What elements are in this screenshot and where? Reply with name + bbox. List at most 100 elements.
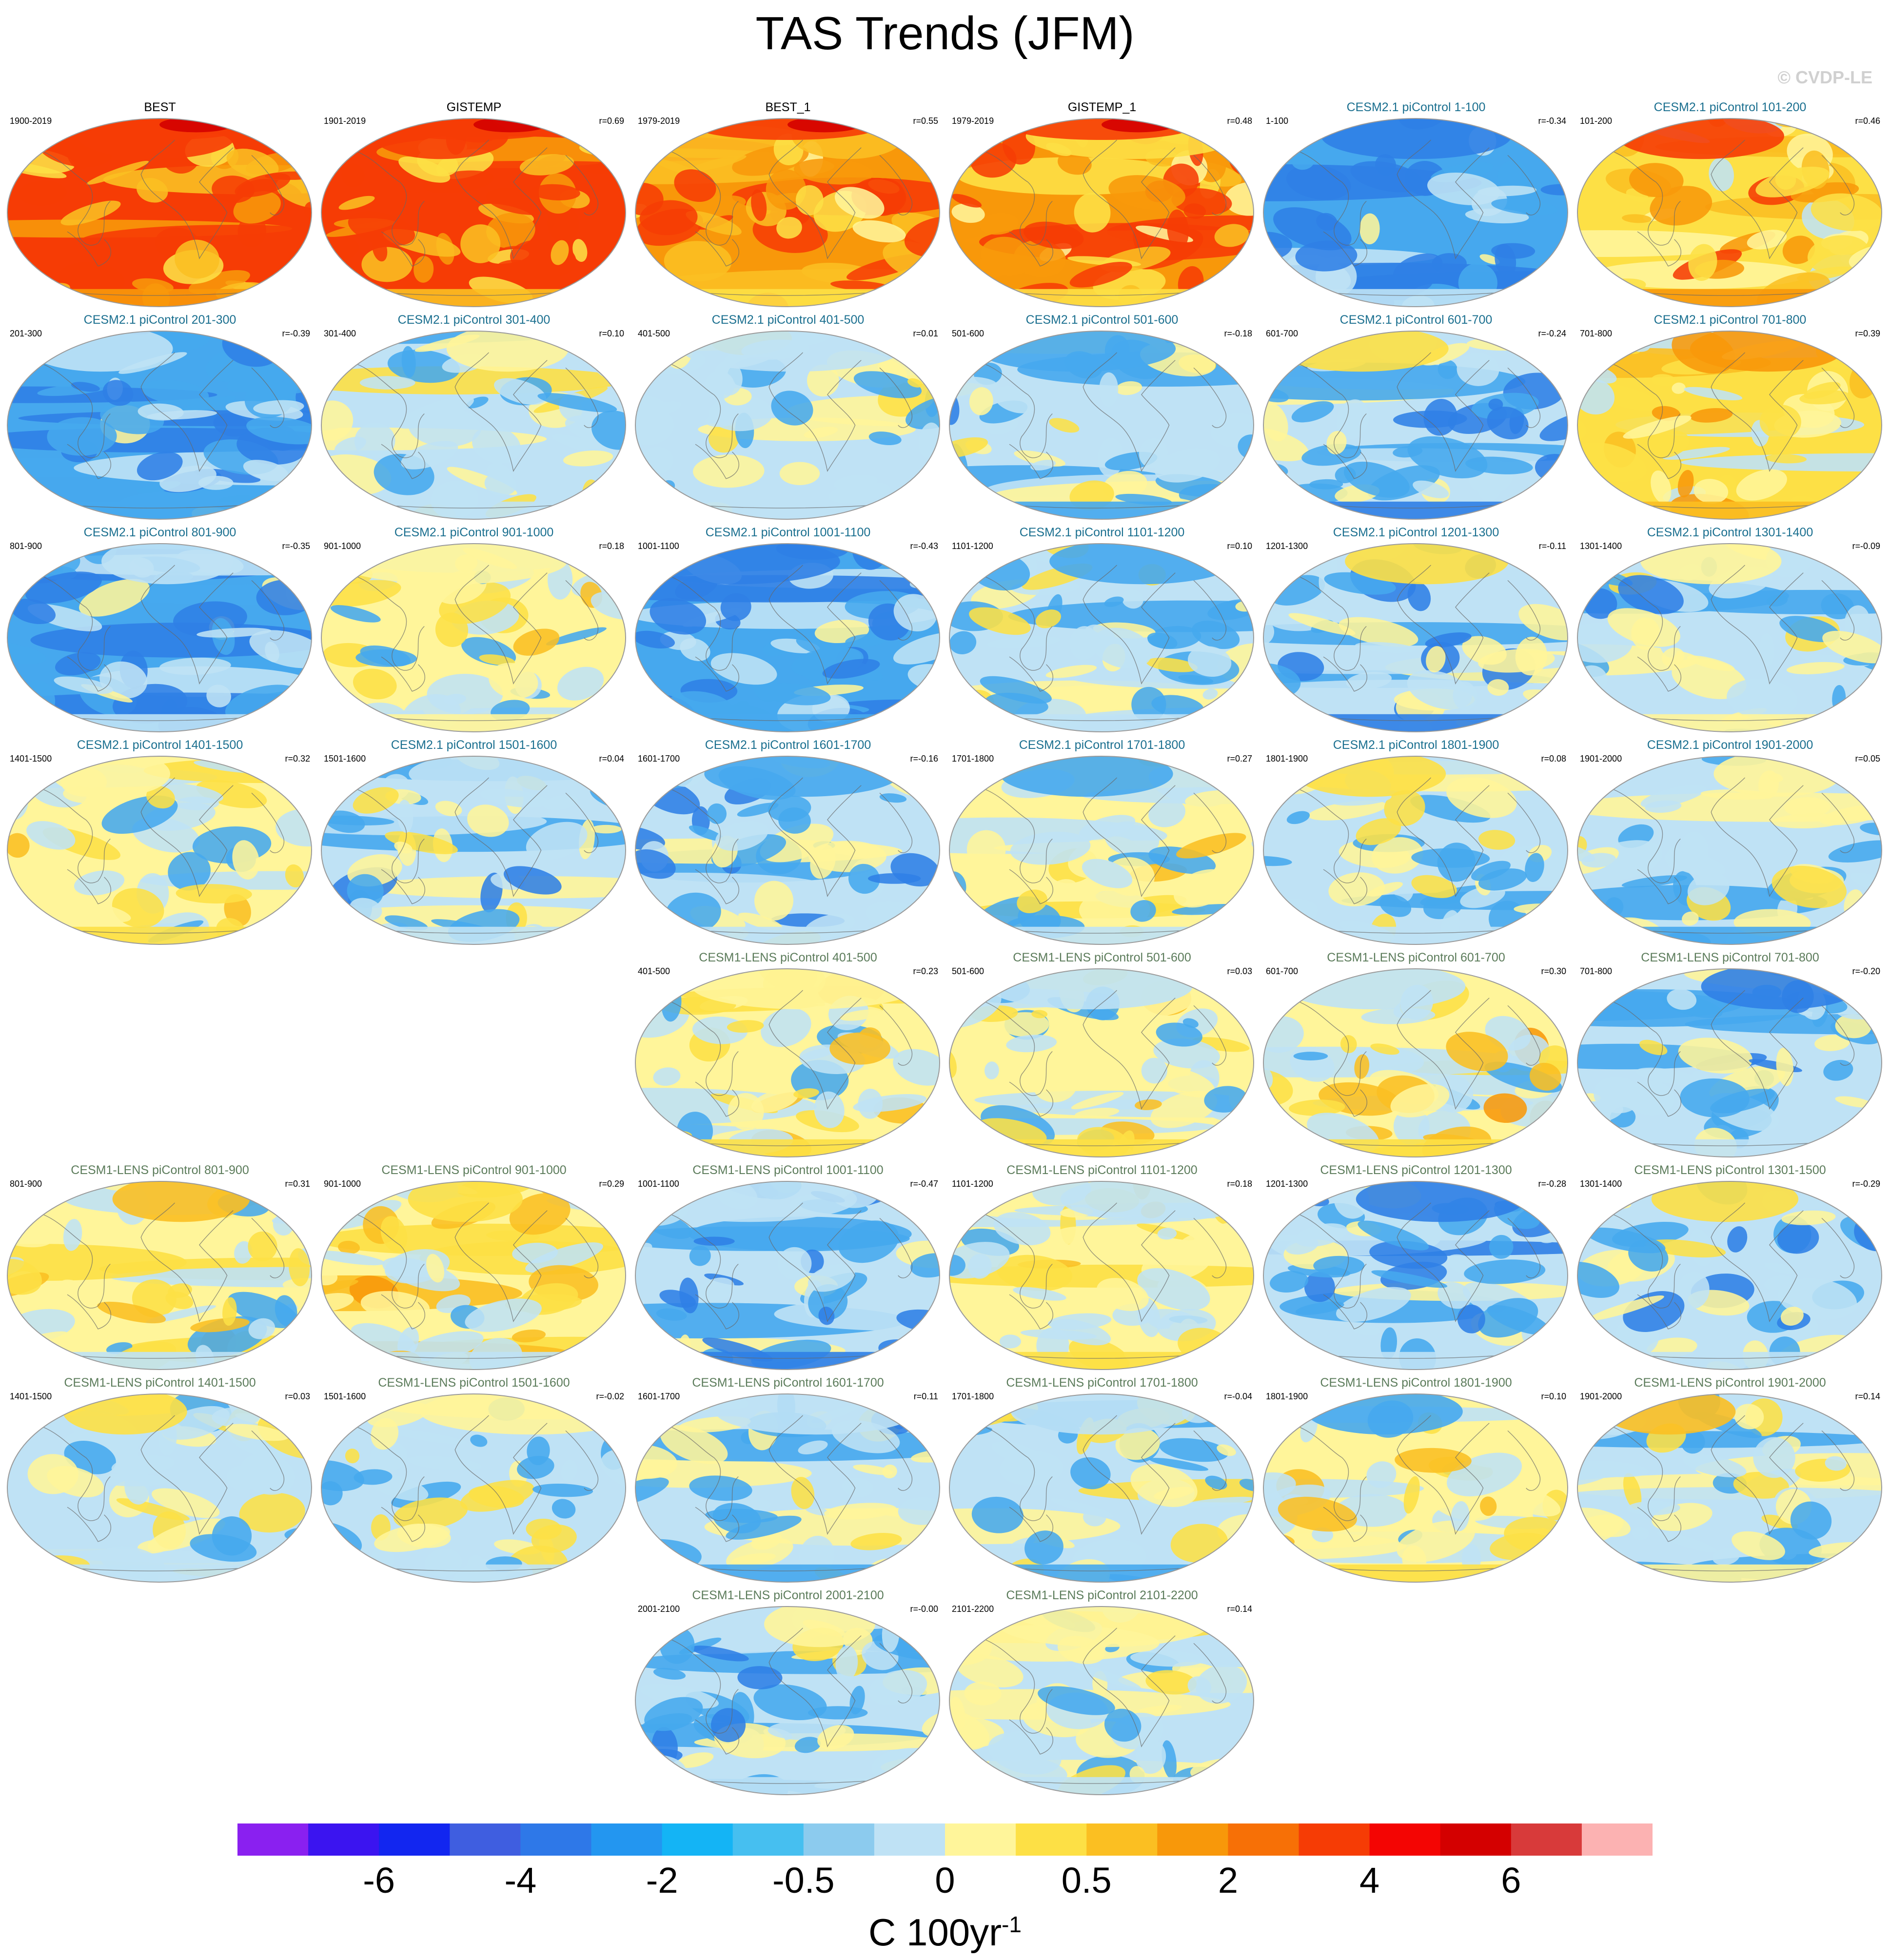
robinson-map [635, 1393, 940, 1583]
robinson-map [949, 1606, 1254, 1795]
panel-pattern-correlation: r=0.03 [1227, 966, 1252, 976]
map-panel: CESM2.1 piControl 1101-1200 1101-1200 r=0.… [946, 525, 1258, 734]
map-outline [635, 331, 940, 520]
panel-period: 1601-1700 [638, 1392, 680, 1401]
panel-period: 1901-2000 [1580, 1392, 1622, 1401]
robinson-map [635, 1606, 940, 1795]
panel-pattern-correlation: r=-0.09 [1852, 541, 1880, 551]
panel-title: GISTEMP_1 [1067, 100, 1137, 114]
panel-title: CESM2.1 piControl 401-500 [711, 313, 865, 327]
map-panel: CESM2.1 piControl 101-200 101-200 r=0.46 [1574, 99, 1886, 309]
panel-period: 101-200 [1580, 116, 1613, 126]
map-panel: CESM1-LENS piControl 1101-1200 1101-1200 r… [946, 1162, 1258, 1372]
panel-period: 1-100 [1266, 116, 1289, 126]
robinson-map [1577, 968, 1882, 1157]
map-panel: CESM1-LENS piControl 601-700 601-700 r=0.3… [1260, 950, 1572, 1159]
robinson-map [1577, 1181, 1882, 1370]
map-outline [1263, 1181, 1568, 1370]
panel-title: CESM2.1 piControl 1501-1600 [391, 738, 557, 752]
map-panel: CESM1-LENS piControl 2101-2200 2101-2200 r… [946, 1588, 1258, 1797]
panel-period: 1201-1300 [1266, 1179, 1308, 1189]
figure-title: TAS Trends (JFM) [755, 7, 1135, 59]
panel-pattern-correlation: r=-0.04 [1224, 1392, 1252, 1401]
panel-pattern-correlation: r=0.08 [1541, 754, 1566, 764]
panel-title: CESM1-LENS piControl 1801-1900 [1320, 1376, 1512, 1390]
colorbar-box [1016, 1823, 1087, 1856]
panel-pattern-correlation: r=-0.02 [596, 1392, 624, 1401]
panel-period: 401-500 [638, 966, 670, 976]
robinson-map [949, 756, 1254, 945]
map-panel: GISTEMP 1901-2019 r=0.69 [318, 99, 630, 309]
colorbar-tick-label: 4 [1359, 1860, 1380, 1901]
panel-pattern-correlation: r=0.14 [1227, 1604, 1252, 1614]
map-outline [1577, 331, 1882, 520]
panel-period: 1701-1800 [952, 1392, 994, 1401]
robinson-map [1577, 543, 1882, 732]
panel-pattern-correlation: r=0.04 [599, 754, 624, 764]
robinson-map [1263, 331, 1568, 520]
panel-title: CESM2.1 piControl 901-1000 [394, 526, 554, 539]
panel-period: 1979-2019 [638, 116, 680, 126]
panel-pattern-correlation: r=0.55 [913, 116, 938, 126]
map-outline [321, 331, 626, 520]
map-outline [949, 118, 1254, 307]
panel-pattern-correlation: r=0.29 [599, 1179, 624, 1189]
map-outline [1577, 1181, 1882, 1370]
map-outline [7, 543, 312, 732]
panel-period: 1901-2000 [1580, 754, 1622, 764]
robinson-map [635, 543, 940, 732]
panel-pattern-correlation: r=-0.18 [1224, 329, 1252, 338]
robinson-map [321, 543, 626, 732]
robinson-map [1263, 968, 1568, 1157]
map-panel: CESM1-LENS piControl 1001-1100 1001-1100 r… [632, 1162, 944, 1372]
map-outline [321, 1393, 626, 1583]
map-panel: CESM2.1 piControl 301-400 301-400 r=0.10 [318, 312, 630, 522]
map-outline [1263, 118, 1568, 307]
map-outline [321, 543, 626, 732]
panel-period: 1001-1100 [638, 541, 679, 551]
panel-title: CESM2.1 piControl 1701-1800 [1019, 738, 1185, 752]
map-panel: CESM2.1 piControl 1301-1400 1301-1400 r=-0… [1574, 525, 1886, 734]
map-outline [949, 1393, 1254, 1583]
panel-period: 1101-1200 [952, 541, 993, 551]
colorbar-tick-label: -2 [646, 1860, 678, 1901]
map-panel: CESM1-LENS piControl 1601-1700 1601-1700 r… [632, 1375, 944, 1585]
panel-title: CESM1-LENS piControl 1101-1200 [1006, 1163, 1198, 1177]
panel-title: CESM2.1 piControl 1101-1200 [1019, 526, 1185, 539]
map-panel: CESM2.1 piControl 201-300 201-300 r=-0.39 [4, 312, 316, 522]
panel-title: BEST [144, 100, 176, 114]
panel-period: 1301-1400 [1580, 1179, 1622, 1189]
robinson-map [1577, 756, 1882, 945]
map-outline [1577, 968, 1882, 1157]
map-panel: CESM1-LENS piControl 1901-2000 1901-2000 r… [1574, 1375, 1886, 1585]
panel-pattern-correlation: r=0.48 [1227, 116, 1252, 126]
map-panel: CESM1-LENS piControl 501-600 501-600 r=0.0… [946, 950, 1258, 1159]
robinson-map [7, 1393, 312, 1583]
trend-field [635, 331, 940, 519]
panel-title: CESM1-LENS piControl 1601-1700 [692, 1376, 884, 1390]
map-panel: CESM2.1 piControl 601-700 601-700 r=-0.24 [1260, 312, 1572, 522]
panel-pattern-correlation: r=0.10 [1227, 541, 1252, 551]
panel-title: CESM1-LENS piControl 401-500 [699, 951, 877, 964]
colorbar-box [1581, 1823, 1653, 1856]
trend-field [635, 118, 940, 307]
map-panel: CESM2.1 piControl 1201-1300 1201-1300 r=-0… [1260, 525, 1572, 734]
panel-period: 701-800 [1580, 966, 1613, 976]
map-panel: CESM1-LENS piControl 701-800 701-800 r=-0.… [1574, 950, 1886, 1159]
colorbar-box [662, 1823, 733, 1856]
map-outline [635, 1606, 940, 1795]
panel-period: 2101-2200 [952, 1604, 994, 1614]
panel-period: 1801-1900 [1266, 1392, 1308, 1401]
panel-pattern-correlation: r=-0.11 [1538, 541, 1566, 551]
panel-title: CESM2.1 piControl 501-600 [1025, 313, 1179, 327]
map-outline [949, 1181, 1254, 1370]
map-panel: CESM2.1 piControl 501-600 501-600 r=-0.18 [946, 312, 1258, 522]
panel-period: 501-600 [952, 329, 984, 338]
map-outline [7, 756, 312, 945]
panel-pattern-correlation: r=0.27 [1227, 754, 1252, 764]
panel-period: 901-1000 [324, 541, 361, 551]
panel-pattern-correlation: r=-0.20 [1852, 966, 1880, 976]
panel-pattern-correlation: r=0.69 [599, 116, 624, 126]
panel-title: CESM2.1 piControl 801-900 [83, 526, 236, 539]
panel-title: CESM2.1 piControl 1801-1900 [1333, 738, 1499, 752]
